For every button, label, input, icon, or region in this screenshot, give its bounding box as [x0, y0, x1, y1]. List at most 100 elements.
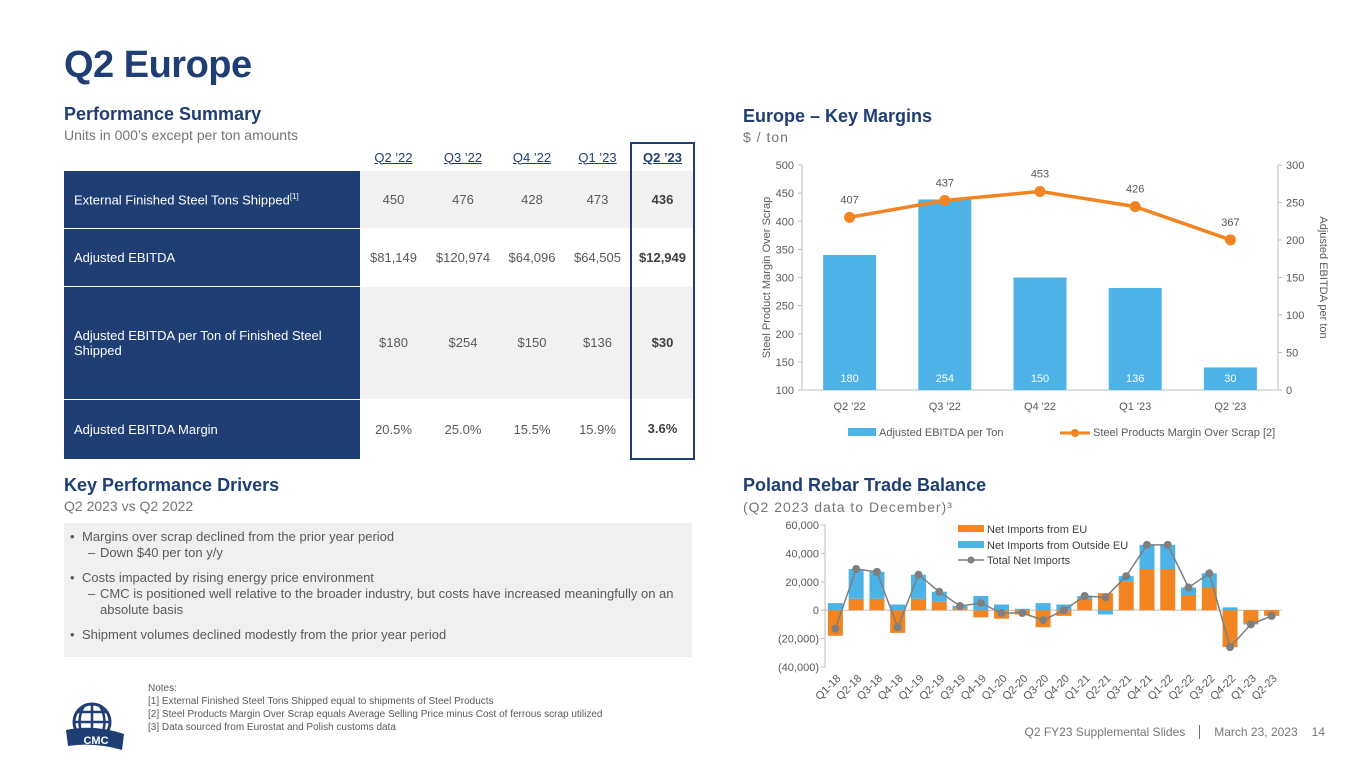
performance-heading: Performance Summary	[64, 104, 262, 124]
x-tick-label: Q1 '23	[1119, 401, 1151, 413]
header-blank	[64, 143, 360, 171]
bar-imports-eu	[1139, 569, 1155, 611]
drivers-box: Margins over scrap declined from the pri…	[64, 523, 692, 657]
y-tick-label: 0	[813, 605, 819, 617]
footer-deck: Q2 FY23 Supplemental Slides	[1024, 725, 1186, 739]
bar-imports-outside-eu	[1222, 607, 1238, 611]
total-point	[1059, 606, 1068, 615]
bar-imports-outside-eu	[910, 574, 926, 599]
performance-subheading: Units in 000’s except per ton amounts	[64, 127, 298, 143]
total-point	[914, 570, 923, 579]
y-right-tick-label: 0	[1286, 385, 1292, 397]
y-right-tick-label: 300	[1286, 160, 1304, 172]
x-tick-label: Q4 '22	[1024, 401, 1056, 413]
bar-imports-outside-eu	[848, 569, 864, 599]
margin-data-label: 407	[840, 194, 858, 206]
legend-marker	[1071, 429, 1079, 437]
y-tick-label: 450	[776, 188, 794, 200]
cmc-logo: CMC	[66, 702, 124, 750]
total-point	[831, 624, 840, 633]
margin-point	[939, 194, 951, 206]
note-2: [2] Steel Products Margin Over Scrap equ…	[148, 709, 603, 720]
table-cell: $136	[565, 286, 631, 400]
legend-label: Adjusted EBITDA per Ton	[879, 427, 1004, 439]
margin-point	[1034, 185, 1046, 197]
table-cell: 15.5%	[499, 399, 565, 460]
table-cell: 436	[630, 171, 695, 229]
x-tick-label: Q2 '23	[1214, 401, 1246, 413]
y-tick-label: (20,000)	[778, 634, 819, 646]
table-row: Adjusted EBITDA per Ton of Finished Stee…	[64, 286, 695, 400]
table-row: External Finished Steel Tons Shipped[1] …	[64, 171, 695, 229]
table-row: Adjusted EBITDA Margin 20.5% 25.0% 15.5%…	[64, 399, 695, 460]
table-cell: 476	[427, 171, 499, 229]
y-tick-label: 400	[776, 216, 794, 228]
y-tick-label: 100	[776, 385, 794, 397]
table-cell: $64,505	[565, 228, 631, 288]
row-label: Adjusted EBITDA	[64, 228, 360, 288]
total-point	[1018, 609, 1027, 618]
bar-imports-outside-eu	[869, 571, 885, 599]
footer-divider	[1199, 725, 1201, 739]
legend-label: Total Net Imports	[987, 555, 1071, 567]
drivers-heading: Key Performance Drivers	[64, 475, 280, 495]
bar-data-label: 150	[1031, 373, 1049, 385]
bar-imports-outside-eu	[1097, 610, 1113, 615]
legend-label: Net Imports from Outside EU	[987, 540, 1128, 552]
total-point	[1184, 583, 1193, 592]
total-point	[1205, 569, 1214, 578]
table-cell: 15.9%	[565, 399, 631, 460]
total-point	[1039, 616, 1048, 625]
footer: Q2 FY23 Supplemental Slides March 23, 20…	[1024, 725, 1325, 739]
y-tick-label: 300	[776, 273, 794, 285]
column-header: Q2 ’22	[374, 149, 413, 165]
bar-imports-eu	[1243, 610, 1259, 623]
bar-ebitda-per-ton	[918, 199, 972, 390]
total-point	[1080, 592, 1089, 600]
total-point	[1267, 611, 1276, 620]
table-row: Adjusted EBITDA $81,149 $120,974 $64,096…	[64, 228, 695, 288]
margin-data-label: 426	[1126, 184, 1144, 196]
table-cell: $81,149	[360, 228, 427, 288]
column-header: Q1 ’23	[578, 149, 617, 165]
row-label: External Finished Steel Tons Shipped[1]	[64, 171, 360, 229]
x-tick-label: Q2 '22	[834, 401, 866, 413]
margin-point	[1129, 201, 1141, 213]
row-label: Adjusted EBITDA per Ton of Finished Stee…	[64, 286, 360, 400]
x-tick-label: Q3 '22	[929, 401, 961, 413]
table-cell: 25.0%	[427, 399, 499, 460]
y-tick-label: 40,000	[785, 548, 819, 560]
total-point	[1246, 620, 1255, 629]
margin-over-scrap-line	[849, 189, 1231, 242]
y-right-tick-label: 200	[1286, 235, 1304, 247]
column-header: Q3 ’22	[443, 149, 483, 165]
logo-text: CMC	[83, 735, 108, 747]
bar-imports-outside-eu	[1035, 603, 1051, 611]
total-net-imports-line	[834, 544, 1272, 649]
note-3: [3] Data sourced from Eurostat and Polis…	[148, 722, 396, 733]
table-cell: $254	[427, 286, 499, 400]
bar-imports-outside-eu	[931, 591, 947, 602]
bar-imports-eu	[869, 598, 885, 611]
y-tick-label: 350	[776, 244, 794, 256]
driver-bullet: Margins over scrap declined from the pri…	[70, 529, 682, 545]
total-point	[872, 567, 881, 576]
y-right-tick-label: 50	[1286, 348, 1298, 360]
table-cell: 428	[499, 171, 565, 229]
bar-imports-eu	[848, 598, 864, 611]
margins-heading: Europe – Key Margins	[743, 106, 933, 126]
bar-ebitda-per-ton	[1108, 288, 1162, 390]
total-point	[1142, 540, 1151, 549]
notes-title: Notes:	[148, 683, 177, 694]
bar-imports-eu	[1181, 596, 1197, 611]
total-point	[1101, 593, 1110, 602]
margin-point	[1224, 234, 1236, 246]
y-axis-label: Steel Product Margin Over Scrap	[761, 197, 773, 358]
bar-ebitda-per-ton	[1013, 277, 1067, 390]
total-point	[997, 609, 1006, 618]
total-point	[956, 601, 965, 610]
footer-date: March 23, 2023	[1214, 725, 1298, 739]
margins-chart: 100 150 200 250 300 350 400 450 500 0 50 100 150 200 2…	[761, 160, 1329, 439]
bar-imports-outside-eu	[890, 604, 906, 611]
bar-data-label: 254	[936, 373, 954, 385]
